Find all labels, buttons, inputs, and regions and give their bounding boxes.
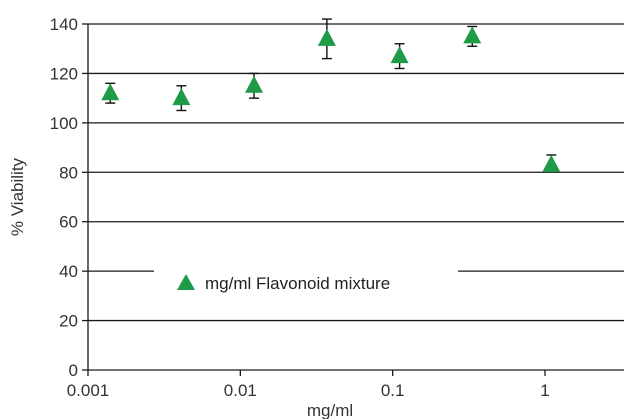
x-axis-title: mg/ml xyxy=(307,401,353,419)
x-tick-label-0.001: 0.001 xyxy=(67,381,110,400)
x-tick-labels: 0.001 0.01 0.1 1 xyxy=(67,370,550,400)
y-tick-label-140: 140 xyxy=(50,15,78,34)
legend-background xyxy=(154,258,458,306)
legend-triangle-icon xyxy=(177,274,195,290)
data-point-6 xyxy=(542,154,561,172)
x-tick-label-0.01: 0.01 xyxy=(224,381,257,400)
y-tick-label-120: 120 xyxy=(50,64,78,83)
data-point-0 xyxy=(101,83,120,101)
y-tick-label-100: 100 xyxy=(50,114,78,133)
y-tick-label-60: 60 xyxy=(59,213,78,232)
y-axis-title: % Viability xyxy=(8,157,27,236)
y-tick-label-80: 80 xyxy=(59,163,78,182)
legend-label: mg/ml Flavonoid mixture xyxy=(205,274,390,293)
y-tick-label-40: 40 xyxy=(59,262,78,281)
grid-lines xyxy=(82,23,624,371)
legend: mg/ml Flavonoid mixture xyxy=(154,258,458,306)
data-points xyxy=(101,26,561,172)
x-tick-label-1: 1 xyxy=(540,381,549,400)
data-point-3 xyxy=(317,28,336,46)
y-tick-label-0: 0 xyxy=(69,361,78,380)
data-point-4 xyxy=(390,46,409,64)
y-tick-labels: 0 20 40 60 80 100 120 140 xyxy=(50,15,78,380)
data-point-2 xyxy=(245,75,264,93)
x-tick-label-0.1: 0.1 xyxy=(381,381,405,400)
y-tick-label-20: 20 xyxy=(59,312,78,331)
data-point-5 xyxy=(463,26,482,44)
data-point-1 xyxy=(172,88,191,106)
